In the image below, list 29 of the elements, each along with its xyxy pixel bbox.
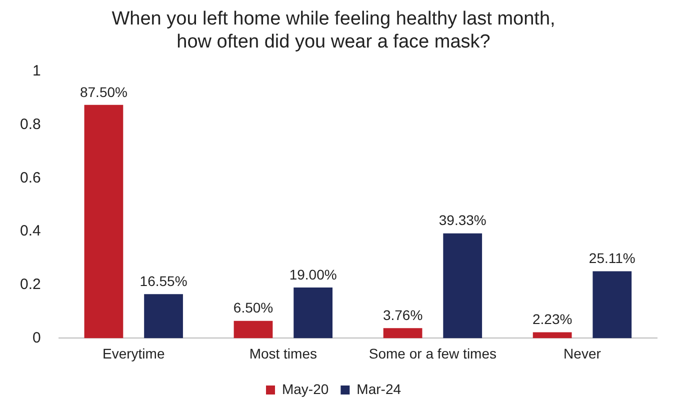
- y-tick-label: 0.2: [20, 276, 41, 294]
- bar: [234, 320, 273, 338]
- data-label: 16.55%: [140, 272, 188, 289]
- x-tick-label: Never: [564, 345, 602, 362]
- bar: [144, 294, 183, 338]
- y-tick-label: 0.8: [20, 116, 41, 134]
- x-tick-label: Some or a few times: [368, 345, 496, 362]
- data-label: 3.76%: [382, 307, 423, 324]
- bar: [592, 271, 632, 338]
- bar: [294, 288, 333, 338]
- chart-title: When you left home while feeling healthy last month, how often did you wear a face mask?: [112, 8, 556, 52]
- legend-label: Mar-24: [356, 380, 402, 397]
- data-label: 6.50%: [233, 300, 274, 316]
- x-tick-label: Most times: [249, 345, 317, 362]
- x-tick-label: Everytime: [102, 345, 165, 362]
- bar: [84, 104, 124, 338]
- data-label: 87.50%: [80, 84, 128, 100]
- y-tick-label: 1: [32, 62, 41, 80]
- bar: [383, 328, 422, 338]
- data-label: 19.00%: [289, 266, 337, 282]
- y-tick-label: 0: [32, 329, 41, 346]
- data-label: 2.23%: [532, 311, 572, 328]
- bar: [532, 332, 572, 338]
- y-tick-label: 0.6: [20, 169, 41, 186]
- legend-label: May-20: [282, 380, 329, 397]
- data-label: 25.11%: [588, 250, 636, 266]
- bar: [443, 233, 482, 338]
- data-label: 39.33%: [438, 212, 486, 228]
- y-tick-label: 0.4: [20, 222, 41, 240]
